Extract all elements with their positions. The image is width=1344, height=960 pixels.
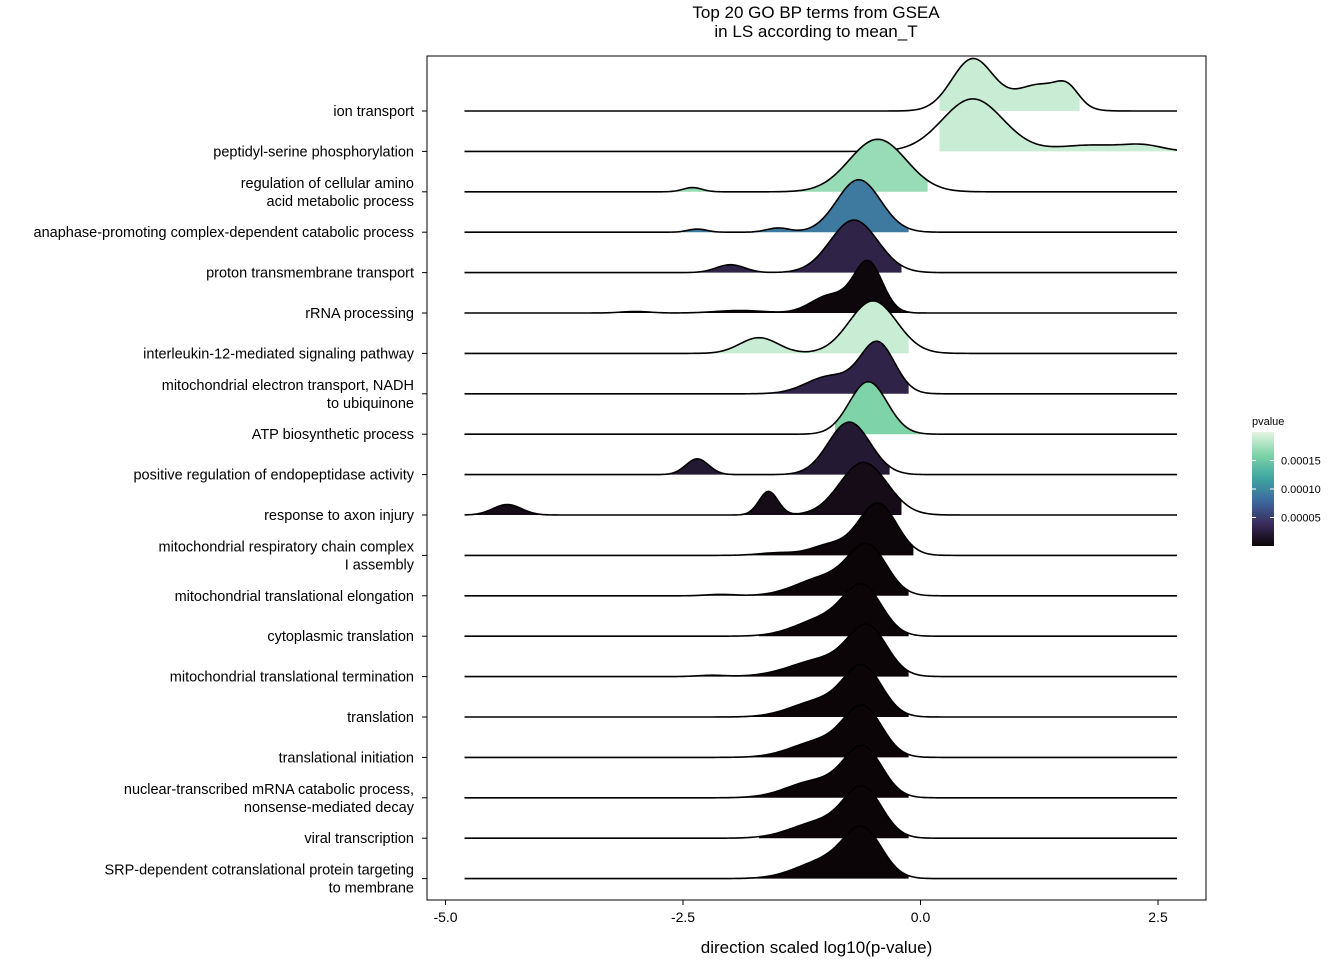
x-tick-label: 2.5 (1148, 909, 1168, 925)
y-tick-label: translation (347, 710, 414, 726)
panel-border (426, 55, 1207, 901)
ridge (464, 744, 1177, 799)
ridge-fill (939, 58, 1080, 111)
ridge (464, 259, 1177, 314)
y-tick-label: anaphase-promoting complex-dependent cat… (34, 225, 414, 241)
x-tick-label: 0.0 (911, 909, 931, 925)
ridge-fill (683, 179, 909, 233)
x-axis-label: direction scaled log10(p-value) (701, 938, 933, 957)
ridge-line (464, 744, 1177, 799)
y-tick-label: nuclear-transcribed mRNA catabolic proce… (124, 782, 415, 816)
ridge-line (464, 663, 1177, 718)
y-tick-label: translational initiation (279, 750, 414, 766)
ridge-fill (464, 462, 902, 515)
ridge-line (464, 259, 1177, 314)
ridge-fill (664, 422, 890, 475)
ridge (464, 663, 1177, 718)
ridge-line (464, 784, 1177, 839)
y-axis: ion transport peptidyl-serine phosphoryla… (34, 104, 427, 897)
ridge (464, 340, 1177, 395)
ridges (464, 57, 1178, 880)
ridge-line (464, 57, 1177, 112)
ridge (464, 623, 1177, 678)
ridge-fill (759, 583, 909, 637)
ridge-line (464, 340, 1177, 395)
ridge-line (464, 825, 1177, 880)
ridge-line (464, 623, 1177, 678)
y-tick-label: response to axon injury (264, 508, 415, 524)
legend-tick-label: 0.00010 (1281, 484, 1321, 496)
ridge-fill (711, 300, 909, 354)
ridge-line (464, 461, 1177, 516)
chart-title-line: Top 20 GO BP terms from GSEA (692, 3, 940, 22)
ridge-fill (759, 785, 909, 839)
legend: pvalue 0.00015 0.00010 0.00005 (1252, 416, 1321, 546)
y-tick-label: interleukin-12-mediated signaling pathwa… (143, 346, 415, 362)
x-axis: -5.0 -2.5 0.0 2.5 (433, 900, 1168, 925)
y-tick-label: mitochondrial electron transport, NADH to… (162, 378, 414, 412)
y-tick-label: mitochondrial translational elongation (175, 589, 414, 605)
y-tick-label: mitochondrial translational termination (170, 670, 414, 686)
ridge-line (464, 98, 1178, 153)
ridge-fill (749, 502, 914, 556)
ridge-fill (683, 543, 909, 596)
x-tick-label: -5.0 (433, 909, 457, 925)
chart-title-line: in LS according to mean_T (714, 22, 917, 41)
ridge-line (464, 300, 1177, 355)
ridge (464, 784, 1177, 839)
ridge-line (464, 178, 1177, 233)
y-tick-label: viral transcription (304, 831, 414, 847)
legend-tick-label: 0.00015 (1281, 456, 1321, 468)
ridge (464, 582, 1177, 637)
y-tick-label: SRP-dependent cotranslational protein ta… (104, 863, 414, 897)
ridge-fill (702, 745, 909, 798)
ridge (464, 300, 1177, 355)
ridge-fill (740, 704, 909, 758)
legend-colorbar (1252, 432, 1274, 546)
ridge (464, 502, 1177, 557)
ridge (464, 421, 1177, 476)
ridge (464, 825, 1177, 880)
ridge-line (464, 502, 1177, 557)
ridge-fill (730, 826, 909, 879)
ridge-fill (607, 260, 909, 313)
ridge (464, 219, 1177, 274)
y-tick-label: ion transport (333, 104, 414, 120)
ridge-line (464, 421, 1177, 476)
y-tick-label: cytoplasmic translation (267, 629, 414, 645)
ridge-line (464, 138, 1177, 193)
ridge-line (464, 542, 1177, 597)
x-tick-label: -2.5 (671, 909, 695, 925)
ridge (464, 461, 1177, 516)
legend-title: pvalue (1252, 416, 1284, 428)
y-tick-label: rRNA processing (305, 306, 414, 322)
ridge (464, 178, 1177, 233)
y-tick-label: mitochondrial respiratory chain complex I… (159, 539, 415, 573)
ridge-fill (835, 381, 926, 435)
y-tick-label: regulation of cellular amino acid metabol… (241, 176, 414, 210)
ridge (464, 380, 1177, 435)
ridge (464, 57, 1177, 112)
ridge-line (464, 380, 1177, 435)
y-tick-label: ATP biosynthetic process (252, 427, 414, 443)
ridge-fill (673, 139, 928, 192)
ridge-line (464, 704, 1177, 759)
ridge-line (464, 582, 1177, 637)
ridge-fill (692, 624, 909, 677)
y-tick-label: positive regulation of endopeptidase act… (133, 468, 414, 484)
ridge (464, 138, 1177, 193)
y-tick-label: proton transmembrane transport (206, 266, 414, 282)
ridge-fill (740, 341, 909, 394)
ridge (464, 542, 1177, 597)
ridge-fill (692, 220, 902, 273)
y-tick-label: peptidyl-serine phosphorylation (213, 144, 414, 160)
ridge (464, 98, 1178, 153)
legend-tick-label: 0.00005 (1281, 513, 1321, 525)
ridge-fill (740, 664, 909, 717)
ridge-line (464, 219, 1177, 274)
ridge (464, 704, 1177, 759)
ridge-fill (939, 98, 1177, 152)
